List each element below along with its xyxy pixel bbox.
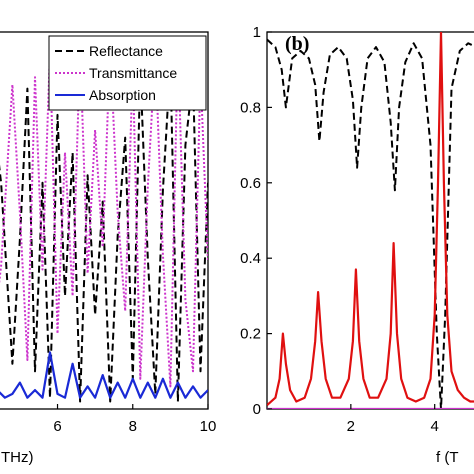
legend-label: Absorption	[89, 87, 156, 103]
y-tick-label: 1	[253, 24, 261, 41]
y-tick-label: 0.8	[240, 99, 261, 116]
x-tick-label: 2	[347, 418, 355, 435]
series-line-reflectance	[0, 61, 208, 403]
x-axis-label: f (T	[436, 449, 459, 466]
panel-b: 2 4 0 0.2 0.4 0.6 0.8 1 f (T (b)	[240, 24, 474, 466]
x-tick-label: 8	[129, 418, 137, 435]
x-tick-label: 10	[200, 418, 217, 435]
x-tick-label: 6	[53, 418, 61, 435]
x-tick-label: 4	[431, 418, 439, 435]
legend-label: Transmittance	[89, 65, 177, 81]
series-line-absorption	[0, 351, 208, 399]
y-tick-label: 0.6	[240, 175, 261, 192]
panel-a: 6 8 10 THz) Reflectance Transmittance Absorpti…	[0, 31, 217, 466]
x-axis-label: THz)	[1, 449, 34, 466]
series-line-series-2	[267, 32, 474, 407]
legend: Reflectance Transmittance Absorption	[48, 35, 207, 111]
plot-frame	[0, 31, 209, 410]
panel-label: (b)	[285, 33, 309, 55]
y-tick-label: 0	[253, 401, 261, 418]
legend-label: Reflectance	[89, 43, 163, 59]
y-tick-label: 0.2	[240, 326, 261, 343]
series-line-series-1	[267, 38, 474, 409]
y-tick-label: 0.4	[240, 250, 261, 267]
series-line-transmittance	[0, 42, 208, 388]
